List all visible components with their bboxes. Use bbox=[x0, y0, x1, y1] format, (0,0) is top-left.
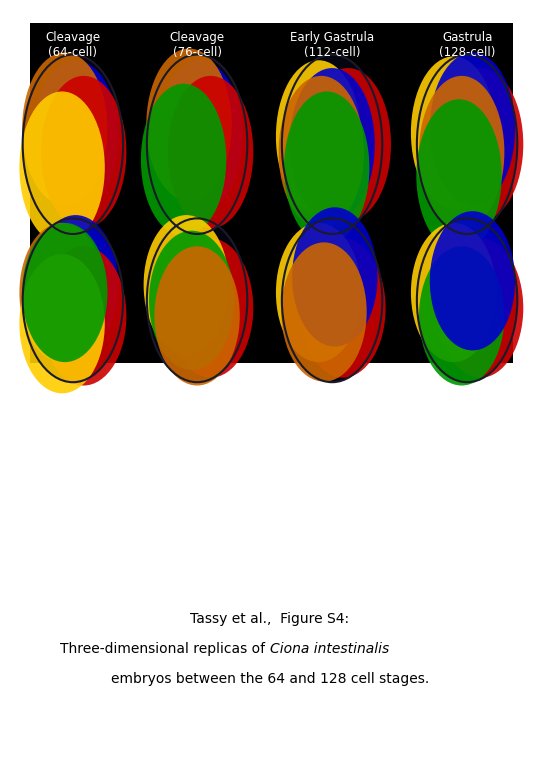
Ellipse shape bbox=[19, 254, 105, 393]
Ellipse shape bbox=[23, 55, 123, 234]
Ellipse shape bbox=[33, 60, 118, 213]
Ellipse shape bbox=[282, 55, 382, 234]
Ellipse shape bbox=[417, 55, 517, 234]
Ellipse shape bbox=[41, 76, 126, 229]
Text: Early Gastrula
(112-cell): Early Gastrula (112-cell) bbox=[290, 31, 374, 59]
Ellipse shape bbox=[292, 207, 377, 346]
Ellipse shape bbox=[19, 91, 105, 244]
Ellipse shape bbox=[22, 52, 107, 205]
Ellipse shape bbox=[168, 239, 253, 378]
Ellipse shape bbox=[282, 218, 382, 382]
Ellipse shape bbox=[300, 239, 386, 378]
Ellipse shape bbox=[289, 68, 375, 221]
Ellipse shape bbox=[149, 231, 234, 370]
Text: embryos between the 64 and 128 cell stages.: embryos between the 64 and 128 cell stag… bbox=[111, 672, 429, 686]
Text: Cleavage
(64-cell): Cleavage (64-cell) bbox=[45, 31, 100, 59]
Text: Tassy et al.,  Figure S4:: Tassy et al., Figure S4: bbox=[191, 612, 349, 626]
Ellipse shape bbox=[417, 218, 517, 382]
Ellipse shape bbox=[147, 218, 247, 382]
Ellipse shape bbox=[23, 218, 123, 382]
Ellipse shape bbox=[154, 246, 240, 385]
Ellipse shape bbox=[419, 246, 504, 385]
Ellipse shape bbox=[430, 52, 515, 205]
Ellipse shape bbox=[276, 60, 361, 213]
Ellipse shape bbox=[168, 76, 253, 229]
Ellipse shape bbox=[306, 68, 391, 221]
Ellipse shape bbox=[416, 99, 502, 252]
Ellipse shape bbox=[276, 223, 361, 362]
Ellipse shape bbox=[22, 223, 107, 362]
Ellipse shape bbox=[144, 215, 229, 354]
Ellipse shape bbox=[157, 60, 242, 213]
Ellipse shape bbox=[19, 223, 105, 362]
Ellipse shape bbox=[33, 215, 118, 354]
Ellipse shape bbox=[430, 211, 515, 350]
Ellipse shape bbox=[146, 48, 232, 201]
Text: Three-dimensional replicas of: Three-dimensional replicas of bbox=[60, 642, 270, 656]
Ellipse shape bbox=[411, 56, 496, 209]
Ellipse shape bbox=[284, 91, 369, 244]
Text: Cleavage
(76-cell): Cleavage (76-cell) bbox=[170, 31, 225, 59]
Ellipse shape bbox=[141, 83, 226, 236]
Ellipse shape bbox=[279, 76, 364, 229]
Ellipse shape bbox=[438, 239, 523, 378]
Text: Three-dimensional replicas of Ciona intestinalis: Three-dimensional replicas of Ciona inte… bbox=[106, 642, 434, 656]
Text: Gastrula
(128-cell): Gastrula (128-cell) bbox=[439, 31, 495, 59]
Ellipse shape bbox=[147, 55, 247, 234]
Ellipse shape bbox=[411, 223, 496, 362]
Ellipse shape bbox=[281, 243, 367, 381]
Ellipse shape bbox=[41, 246, 126, 385]
Text: Ciona intestinalis: Ciona intestinalis bbox=[270, 642, 389, 656]
Ellipse shape bbox=[438, 68, 523, 221]
Bar bbox=[30, 23, 513, 363]
Ellipse shape bbox=[419, 76, 504, 229]
